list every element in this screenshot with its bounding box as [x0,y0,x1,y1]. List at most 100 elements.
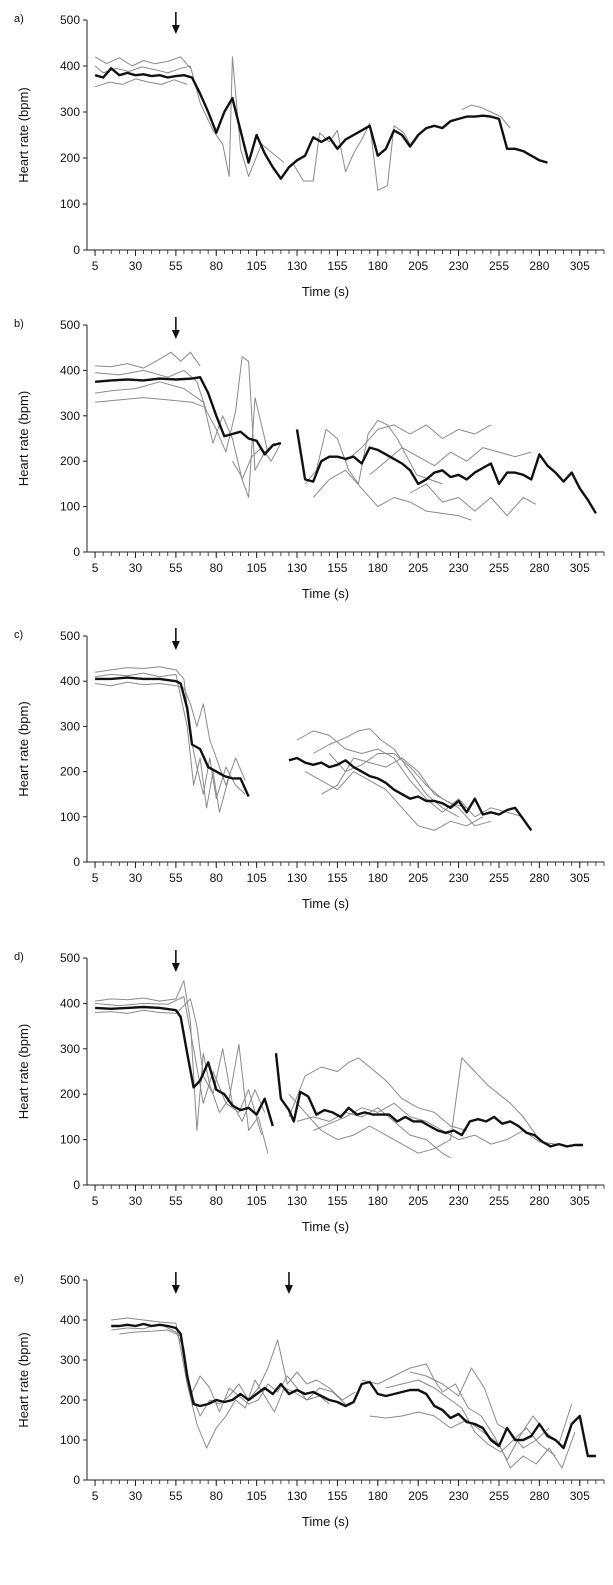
arrow-head [171,963,180,972]
x-tick-label: 105 [247,1194,267,1208]
x-tick-label: 130 [287,1489,307,1503]
x-tick-label: 80 [210,259,224,273]
individual-series-line [296,730,524,818]
y-tick-label: 400 [60,1313,80,1327]
individual-series-line [296,1107,451,1159]
x-tick-label: 105 [247,1489,267,1503]
y-tick-label: 100 [60,500,80,514]
individual-series-line [369,1411,576,1469]
individual-series-line [288,1057,537,1154]
y-tick-label: 500 [60,951,80,965]
individual-series-line [409,483,537,517]
x-tick-label: 230 [449,1489,469,1503]
arrow-marker [171,1272,180,1294]
x-tick-label: 255 [489,259,509,273]
y-tick-label: 0 [73,855,80,869]
individual-series-line [95,351,201,369]
y-tick-label: 0 [73,243,80,257]
x-tick-label: 205 [408,1194,428,1208]
arrow-marker [171,12,180,34]
x-axis-title: Time (s) [302,1514,349,1529]
x-tick-label: 30 [129,1194,143,1208]
x-tick-label: 280 [529,259,549,273]
arrow-marker [171,950,180,972]
x-tick-label: 105 [247,871,267,885]
x-tick-label: 280 [529,1489,549,1503]
x-tick-label: 280 [529,1194,549,1208]
individual-series-line [345,424,492,462]
y-tick-label: 500 [60,629,80,643]
x-tick-label: 5 [92,1194,99,1208]
x-tick-label: 255 [489,1194,509,1208]
x-axis-title: Time (s) [302,586,349,601]
mean-series-line [95,676,250,797]
y-tick-label: 300 [60,1353,80,1367]
y-tick-label: 200 [60,1393,80,1407]
x-tick-label: 155 [327,259,347,273]
x-tick-label: 230 [449,259,469,273]
individual-series-line [95,381,282,480]
x-tick-label: 280 [529,871,549,885]
x-tick-label: 180 [368,871,388,885]
arrow-head [171,25,180,34]
panel-label: d) [14,951,24,963]
x-tick-label: 55 [169,1194,183,1208]
x-tick-label: 230 [449,871,469,885]
x-tick-label: 305 [570,1489,590,1503]
individual-series-line [111,1317,330,1449]
x-tick-label: 55 [169,561,183,575]
y-tick-label: 0 [73,1178,80,1192]
x-tick-label: 80 [210,1194,224,1208]
arrow-marker [171,628,180,650]
x-tick-label: 30 [129,561,143,575]
individual-series-line [409,1367,550,1449]
x-tick-label: 155 [327,561,347,575]
individual-series-line [312,469,472,521]
individual-series-line [304,419,443,485]
chart-panel: c) 0 100 200 300 400 500 5 30 55 80 105 130 155 180 205… [14,628,605,911]
chart-panel: d) 0 100 200 300 400 500 5 30 55 80 105 130 155 180 205… [14,950,605,1234]
x-tick-label: 105 [247,259,267,273]
y-tick-label: 300 [60,409,80,423]
mean-series-line [111,1322,596,1458]
mean-series-line [94,67,548,180]
x-tick-label: 30 [129,259,143,273]
y-tick-label: 100 [60,1433,80,1447]
y-tick-label: 100 [60,197,80,211]
x-tick-label: 5 [92,871,99,885]
y-tick-label: 100 [60,810,80,824]
individual-series-line [304,771,484,831]
x-tick-label: 105 [247,561,267,575]
individual-series-line [312,728,459,818]
panel-label: b) [14,318,24,330]
y-tick-label: 0 [73,1473,80,1487]
x-tick-label: 305 [570,259,590,273]
individual-series-line [94,78,188,88]
x-tick-label: 130 [287,1194,307,1208]
arrow-head [171,641,180,650]
x-tick-label: 5 [92,561,99,575]
individual-series-line [231,397,269,498]
y-tick-label: 500 [60,318,80,332]
x-tick-label: 155 [327,1489,347,1503]
y-tick-label: 500 [60,1273,80,1287]
individual-series-line [111,1323,356,1417]
panel-label: a) [14,13,24,25]
panel-label: e) [14,1273,24,1285]
x-tick-label: 305 [570,1194,590,1208]
y-axis-title: Heart rate (bpm) [16,1024,31,1119]
chart-panel: e) 0 100 200 300 400 500 5 30 55 80 105 130 155 180 205… [14,1272,605,1529]
mean-series-line [95,1005,274,1127]
arrow-marker [284,1272,293,1294]
x-axis-title: Time (s) [302,1219,349,1234]
mean-series-line [274,1053,583,1148]
x-tick-label: 5 [92,259,99,273]
x-tick-label: 255 [489,871,509,885]
x-tick-label: 80 [210,871,224,885]
x-axis-title: Time (s) [302,284,349,299]
y-tick-label: 400 [60,996,80,1010]
x-axis-title: Time (s) [302,896,349,911]
x-tick-label: 5 [92,1489,99,1503]
x-tick-label: 30 [129,871,143,885]
